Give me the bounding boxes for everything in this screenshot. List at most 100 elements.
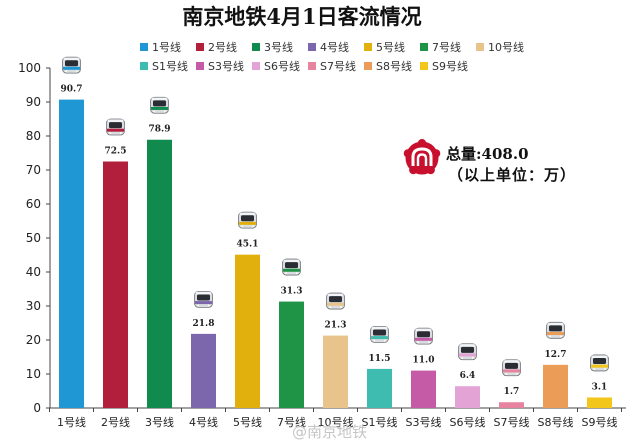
x-tick-label-1: 1号线	[57, 415, 86, 429]
legend-label: S9号线	[432, 59, 468, 73]
legend-item-8: S1号线	[140, 59, 188, 73]
x-tick-labels: 1号线 2号线 3号线 4号线 5号线 7号线 10号线 S1号线 S3号线 S6号线 S7号线 S8…	[57, 415, 617, 429]
legend-swatch	[252, 43, 260, 51]
bar-8	[367, 368, 392, 408]
legend-item-4: 4号线	[308, 40, 349, 54]
y-tick-label: 0	[33, 401, 41, 415]
legend-item-10: S6号线	[252, 59, 300, 73]
bars	[59, 99, 612, 409]
x-tick-label-2: 2号线	[101, 415, 130, 429]
bar-11	[499, 402, 524, 408]
legend-swatch	[420, 62, 428, 70]
line-5-train-icon	[238, 211, 257, 229]
y-tick-label: 30	[26, 299, 41, 313]
bar-7	[323, 335, 348, 408]
bar-6	[279, 301, 304, 408]
bar-13	[587, 397, 612, 408]
train-icons	[62, 56, 609, 377]
bar-3	[147, 139, 172, 409]
data-labels: 90.7 72.5 78.9 21.8 45.1 31.3 21.3 11.5 11.0 6.4 1…	[61, 85, 608, 398]
legend-label: 4号线	[320, 40, 349, 54]
legend-label: 1号线	[152, 40, 181, 54]
x-tick-label-7: 10号线	[318, 415, 354, 429]
line-1-train-icon	[62, 56, 81, 74]
y-tick-label: 60	[26, 197, 41, 211]
legend-swatch	[196, 62, 204, 70]
legend-item-3: 3号线	[252, 40, 293, 54]
x-tick-label-10: S6号线	[450, 415, 486, 429]
data-label-7: 21.3	[325, 321, 347, 331]
legend-item-12: S8号线	[364, 59, 412, 73]
x-tick-label-6: 7号线	[277, 415, 306, 429]
legend-item-1: 1号线	[140, 40, 181, 54]
legend-label: S6号线	[264, 59, 300, 73]
data-label-1: 90.7	[61, 85, 83, 95]
line-11-train-icon	[502, 359, 521, 377]
nanjing-metro-logo-icon	[403, 139, 441, 175]
legend-label: 2号线	[208, 40, 237, 54]
line-6-train-icon	[282, 258, 301, 276]
legend-label: 5号线	[376, 40, 405, 54]
legend-swatch	[140, 43, 148, 51]
legend-swatch	[364, 43, 372, 51]
data-label-4: 21.8	[193, 319, 215, 329]
bar-12	[543, 364, 568, 408]
bar-1	[59, 99, 84, 409]
data-label-3: 78.9	[149, 125, 171, 135]
y-tick-label: 40	[26, 265, 41, 279]
bar-4	[191, 333, 216, 408]
chart-title: 南京地铁4月1日客流情况	[182, 4, 422, 29]
data-label-5: 45.1	[237, 240, 259, 250]
legend-label: 3号线	[264, 40, 293, 54]
legend-item-11: S7号线	[308, 59, 356, 73]
legend-swatch	[252, 62, 260, 70]
legend-item-5: 5号线	[364, 40, 405, 54]
line-13-train-icon	[590, 354, 609, 372]
data-label-9: 11.0	[413, 356, 435, 366]
data-label-10: 6.4	[460, 371, 476, 381]
total-ridership-text: 总量:408.0	[446, 145, 529, 163]
y-tick-label: 70	[26, 163, 41, 177]
x-tick-label-12: S8号线	[538, 415, 574, 429]
line-2-train-icon	[106, 118, 125, 136]
x-tick-label-3: 3号线	[145, 415, 174, 429]
x-tick-label-8: S1号线	[362, 415, 398, 429]
y-tick-label: 20	[26, 333, 41, 347]
y-tick-label: 10	[26, 367, 41, 381]
bar-2	[103, 161, 128, 408]
legend-item-6: 7号线	[420, 40, 461, 54]
y-tick-label: 90	[26, 95, 41, 109]
legend: 1号线 2号线 3号线 4号线 5号线 7号线 10号线 S1号线 S3号线 S6号线 S7号线 S8…	[140, 40, 524, 73]
legend-label: S3号线	[208, 59, 244, 73]
data-label-12: 12.7	[545, 350, 567, 360]
x-tick-label-4: 4号线	[189, 415, 218, 429]
data-label-11: 1.7	[504, 387, 520, 397]
legend-swatch	[308, 43, 316, 51]
line-3-train-icon	[150, 96, 169, 114]
line-7-train-icon	[326, 292, 345, 310]
bar-9	[411, 370, 436, 408]
legend-label: 7号线	[432, 40, 461, 54]
line-10-train-icon	[458, 343, 477, 361]
line-8-train-icon	[370, 325, 389, 343]
x-tick-label-5: 5号线	[233, 415, 262, 429]
line-4-train-icon	[194, 290, 213, 308]
x-tick-label-13: S9号线	[582, 415, 618, 429]
data-label-6: 31.3	[281, 287, 303, 297]
legend-item-2: 2号线	[196, 40, 237, 54]
legend-item-7: 10号线	[476, 40, 524, 54]
data-label-8: 11.5	[369, 354, 391, 364]
legend-swatch	[420, 43, 428, 51]
data-label-2: 72.5	[105, 147, 127, 157]
legend-item-13: S9号线	[420, 59, 468, 73]
legend-item-9: S3号线	[196, 59, 244, 73]
legend-swatch	[308, 62, 316, 70]
legend-swatch	[364, 62, 372, 70]
unit-note: （以上单位：万）	[448, 166, 577, 184]
legend-label: S8号线	[376, 59, 412, 73]
x-tick-label-11: S7号线	[494, 415, 530, 429]
y-tick-label: 50	[26, 231, 41, 245]
bar-10	[455, 386, 480, 408]
